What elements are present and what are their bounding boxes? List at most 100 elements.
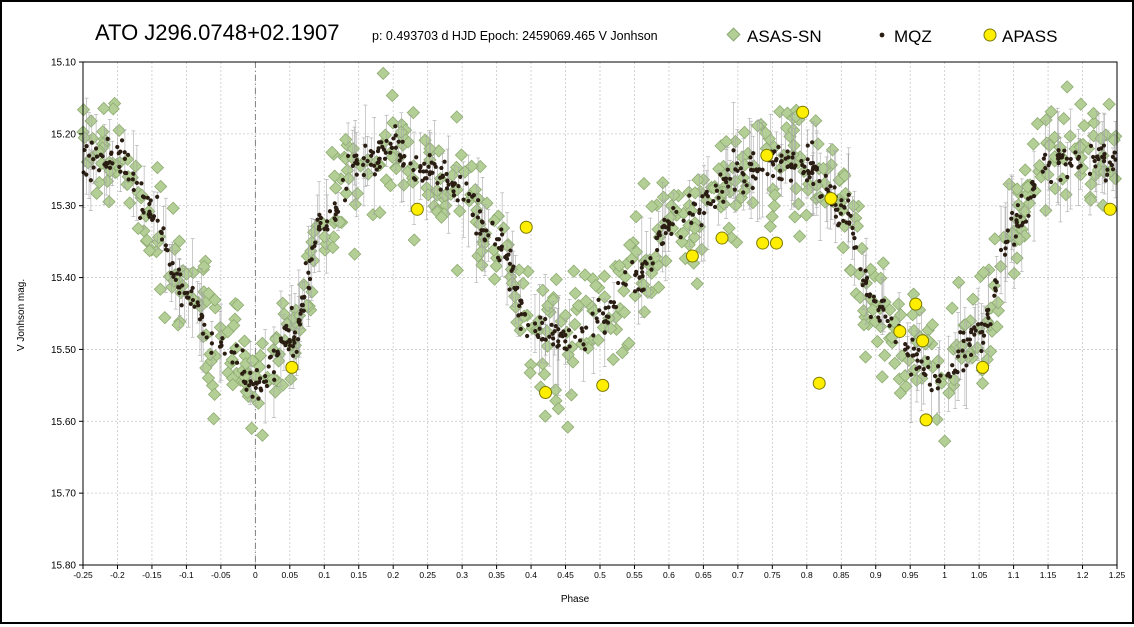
asas-sn-point — [325, 145, 339, 160]
asas-sn-point — [617, 284, 631, 298]
mqz-point — [751, 151, 756, 156]
asas-sn-point — [722, 221, 736, 235]
asas-sn-point — [878, 348, 892, 363]
asas-sn-point — [667, 188, 681, 202]
mqz-point — [452, 181, 457, 186]
asas-sn-point — [1102, 97, 1116, 111]
mqz-point — [418, 163, 423, 169]
mqz-point — [770, 173, 776, 179]
mqz-point — [1058, 177, 1063, 183]
mqz-point — [805, 157, 810, 162]
mqz-point — [342, 198, 348, 203]
asas-sn-point — [327, 230, 341, 244]
asas-sn-point — [789, 181, 803, 196]
mqz-point — [294, 349, 299, 355]
asas-sn-point — [538, 409, 552, 423]
asas-sn-point — [615, 345, 629, 360]
asas-sn-point — [208, 301, 222, 315]
mqz-point — [376, 140, 382, 145]
asas-sn-point — [496, 221, 511, 235]
x-tick-label: 0.4 — [525, 570, 537, 580]
x-tick-label: -0.1 — [179, 570, 194, 580]
mqz-point — [556, 339, 561, 344]
mqz-point — [253, 385, 258, 391]
mqz-point — [945, 373, 950, 378]
mqz-point — [283, 343, 288, 348]
apass-point — [715, 231, 729, 245]
asas-sn-point — [171, 318, 185, 332]
mqz-point — [417, 169, 423, 174]
asas-sn-point — [450, 263, 464, 278]
mqz-point — [298, 311, 303, 316]
asas-sn-point — [857, 318, 871, 332]
mqz-point — [732, 187, 737, 192]
mqz-point — [316, 226, 322, 232]
mqz-point — [720, 189, 725, 194]
mqz-point — [458, 174, 463, 179]
asas-sn-point — [1039, 203, 1053, 218]
mqz-point — [507, 287, 512, 292]
mqz-point — [700, 194, 705, 199]
mqz-point — [526, 322, 531, 328]
asas-sn-point — [838, 169, 852, 183]
asas-sn-point — [712, 162, 726, 176]
mqz-point — [422, 176, 428, 181]
mqz-point — [486, 233, 491, 238]
mqz-point — [611, 304, 616, 309]
mqz-point — [516, 313, 521, 318]
mqz-point — [807, 175, 812, 180]
asas-sn-point — [763, 219, 777, 234]
asas-sn-point — [106, 102, 120, 116]
asas-sn-point — [612, 258, 626, 273]
mqz-point — [738, 166, 743, 171]
x-tick-label: 0 — [253, 570, 258, 580]
mqz-point — [885, 318, 890, 324]
asas-sn-point — [549, 272, 563, 287]
asas-sn-point — [516, 276, 530, 290]
mqz-point — [110, 161, 115, 166]
asas-sn-point — [445, 168, 459, 182]
asas-sn-point — [945, 301, 959, 315]
mqz-point — [368, 162, 374, 167]
mqz-point — [209, 331, 215, 336]
mqz-point — [689, 220, 694, 225]
mqz-point — [1030, 187, 1036, 192]
mqz-point — [634, 269, 639, 274]
mqz-point — [290, 344, 296, 349]
mqz-point — [877, 318, 882, 323]
mqz-point — [911, 346, 916, 351]
mqz-point — [470, 212, 475, 217]
mqz-point — [805, 143, 810, 148]
mqz-point — [313, 240, 318, 245]
mqz-point — [1056, 156, 1061, 161]
mqz-point — [910, 353, 915, 358]
mqz-point — [519, 298, 524, 303]
asas-sn-point — [629, 209, 643, 224]
asas-sn-point — [406, 105, 420, 120]
mqz-point — [438, 187, 443, 192]
mqz-point — [131, 187, 136, 193]
asas-sn-point — [1074, 97, 1088, 111]
mqz-point — [724, 180, 729, 185]
mqz-point — [350, 163, 355, 168]
apass-point — [824, 192, 838, 206]
apass-point — [760, 148, 774, 162]
mqz-point — [369, 153, 374, 158]
mqz-point — [322, 226, 327, 232]
x-tick-label: 0.3 — [456, 570, 468, 580]
mqz-point — [877, 304, 883, 310]
mqz-point — [788, 178, 794, 183]
mqz-point — [382, 156, 388, 161]
mqz-point — [552, 329, 557, 334]
asas-sn-point — [348, 247, 362, 261]
mqz-point — [600, 311, 606, 316]
y-tick-label: 15.10 — [51, 58, 76, 69]
mqz-point — [372, 163, 377, 168]
mqz-point — [173, 277, 178, 283]
mqz-point — [692, 202, 698, 207]
mqz-point — [841, 218, 846, 223]
mqz-point — [876, 315, 881, 320]
asas-sn-point — [809, 114, 823, 128]
mqz-point — [266, 364, 271, 369]
mqz-point — [553, 324, 558, 329]
